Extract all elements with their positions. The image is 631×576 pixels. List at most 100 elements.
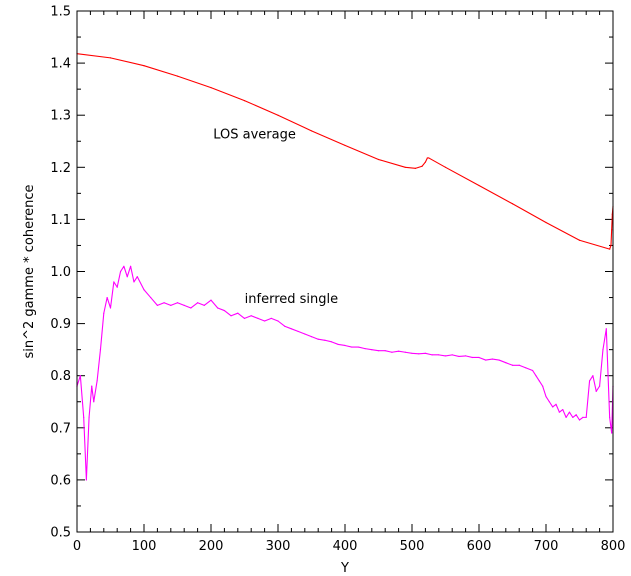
series-1-point bbox=[331, 341, 333, 343]
series-1-point bbox=[384, 350, 386, 352]
series-0-point bbox=[428, 157, 430, 159]
series-1-point bbox=[203, 304, 205, 306]
series-1-point bbox=[163, 302, 165, 304]
series-1-point bbox=[538, 380, 540, 382]
series-1-point bbox=[605, 328, 607, 330]
series-0-point bbox=[444, 166, 447, 168]
series-1-point bbox=[535, 375, 537, 377]
series-1-point bbox=[197, 302, 199, 304]
series-0-point bbox=[243, 100, 246, 102]
series-1-point bbox=[505, 362, 507, 364]
series-layer bbox=[76, 53, 614, 481]
series-1-point bbox=[357, 346, 359, 348]
series-1-point bbox=[230, 315, 232, 317]
series-1-point bbox=[351, 346, 353, 348]
series-1-point bbox=[116, 286, 118, 288]
series-1-point bbox=[542, 385, 544, 387]
series-1-point bbox=[143, 289, 145, 291]
series-0-point bbox=[545, 221, 547, 224]
series-1-point bbox=[99, 349, 102, 351]
x-tick-label: 200 bbox=[199, 539, 224, 554]
series-1-point bbox=[364, 348, 366, 350]
series-1-point bbox=[133, 281, 135, 283]
series-1-point bbox=[93, 401, 95, 403]
y-tick-label: 1.1 bbox=[50, 213, 71, 228]
series-1-point bbox=[223, 309, 225, 312]
series-1-point bbox=[79, 375, 81, 377]
series-1-point bbox=[106, 296, 108, 299]
series-1-point bbox=[438, 354, 440, 356]
series-1-point bbox=[310, 336, 313, 338]
series-1-point bbox=[558, 411, 561, 413]
series-1-point bbox=[324, 339, 326, 341]
series-1-point bbox=[418, 353, 420, 355]
y-tick-label: 0.9 bbox=[50, 317, 71, 332]
series-0-point bbox=[426, 157, 429, 159]
series-1-point bbox=[582, 416, 584, 418]
y-tick-label: 1.0 bbox=[50, 265, 71, 280]
series-1-point bbox=[518, 364, 520, 366]
series-1-point bbox=[176, 302, 179, 304]
series-1-point bbox=[548, 401, 550, 403]
y-axis-label: sin^2 gamme * coherence bbox=[22, 184, 37, 358]
series-1-point bbox=[277, 320, 279, 322]
series-1-point bbox=[337, 343, 339, 346]
series-0-point bbox=[210, 86, 212, 89]
series-1-point bbox=[565, 416, 567, 418]
series-1-point bbox=[444, 355, 447, 357]
series-0-point bbox=[109, 57, 112, 59]
axis-ticks bbox=[76, 10, 614, 533]
series-0-point bbox=[610, 244, 612, 247]
series-1-point bbox=[585, 416, 587, 418]
series-1-point bbox=[609, 416, 611, 418]
series-1-point bbox=[491, 358, 493, 360]
series-1-point bbox=[588, 380, 591, 382]
series-1-point bbox=[83, 416, 85, 418]
series-1-point bbox=[451, 354, 453, 356]
x-tick-label: 100 bbox=[132, 539, 157, 554]
series-1-point bbox=[478, 356, 480, 359]
y-tick-label: 0.7 bbox=[50, 421, 71, 436]
y-tick-label: 1.4 bbox=[50, 57, 71, 72]
series-1-point bbox=[126, 276, 128, 278]
y-tick-label: 0.6 bbox=[50, 473, 71, 488]
x-tick-label: 800 bbox=[601, 539, 626, 554]
series-0-point bbox=[143, 65, 145, 67]
series-1-point bbox=[103, 312, 105, 314]
y-tick-label: 1.3 bbox=[50, 109, 71, 124]
series-1-point bbox=[270, 317, 272, 319]
series-0-point bbox=[578, 239, 581, 241]
series-1-point bbox=[130, 265, 132, 267]
series-0-point bbox=[511, 203, 514, 205]
series-1-point bbox=[458, 355, 460, 358]
series-0-point bbox=[404, 166, 406, 168]
series-1-point bbox=[284, 325, 286, 327]
series-1-point bbox=[575, 414, 577, 416]
series-1-point bbox=[562, 408, 564, 411]
series-1-point bbox=[555, 403, 557, 405]
series-1-point bbox=[156, 304, 158, 306]
series-1-point bbox=[170, 304, 172, 306]
series-1-point bbox=[568, 411, 571, 413]
series-1-point bbox=[431, 354, 433, 356]
series-1-point bbox=[611, 432, 613, 434]
y-tick-label: 0.8 bbox=[50, 369, 71, 384]
series-0-point bbox=[176, 75, 179, 77]
x-tick-label: 600 bbox=[467, 539, 492, 554]
series-1-point bbox=[109, 307, 112, 309]
series-1-point bbox=[250, 315, 252, 317]
series-1-point bbox=[391, 351, 393, 353]
series-0-point bbox=[421, 165, 423, 167]
series-1-point bbox=[123, 265, 125, 267]
series-0-point bbox=[310, 130, 313, 132]
series-1-point bbox=[237, 312, 239, 314]
series-1-point bbox=[552, 406, 554, 408]
series-1-point bbox=[217, 307, 219, 309]
axis-tick-labels: 0 100 200 300 400 500 600 700 800 0.5 0.6 0.7 0.8 0.9… bbox=[50, 5, 625, 555]
series-1-point bbox=[471, 356, 473, 359]
annotations: LOS average inferred single bbox=[213, 128, 338, 307]
x-tick-label: 300 bbox=[266, 539, 291, 554]
series-1-point bbox=[545, 395, 547, 398]
x-tick-label: 500 bbox=[400, 539, 425, 554]
